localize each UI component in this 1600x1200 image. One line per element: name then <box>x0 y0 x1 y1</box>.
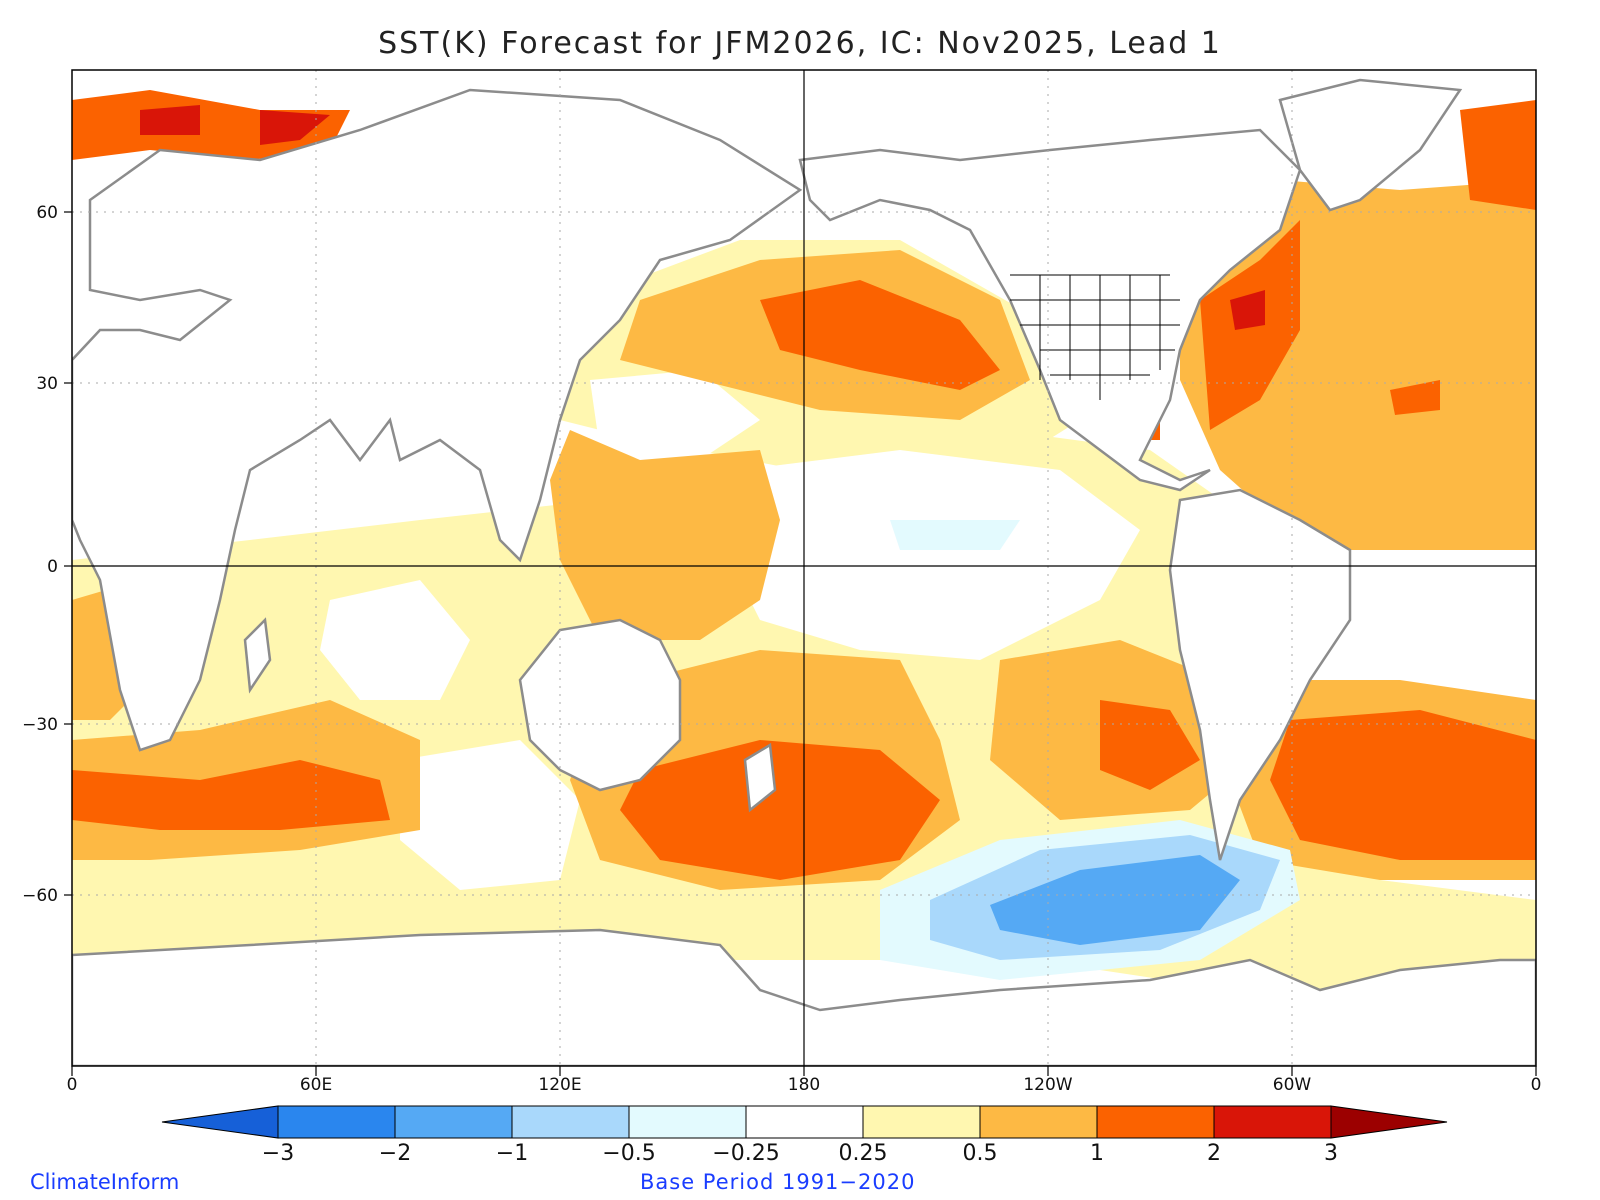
lat-tick-label: −60 <box>22 886 58 906</box>
land-masses <box>72 78 1536 1066</box>
colorbar: −3 −2 −1 −0.5 −0.25 0.25 0.5 1 2 3 <box>161 1105 1448 1166</box>
lon-tick-label: 180 <box>788 1075 820 1095</box>
anomaly-region-neutral <box>720 450 1140 660</box>
anomaly-region-orange <box>550 430 780 640</box>
anomaly-region-light-cyan <box>890 520 1020 550</box>
colorbar-label: −0.5 <box>602 1141 655 1166</box>
lat-tick-label: 60 <box>36 203 58 223</box>
anomaly-region-blue <box>990 855 1240 945</box>
landmass-north-america <box>798 128 1302 492</box>
anomaly-region-dark-orange <box>1460 100 1536 210</box>
anomaly-region-neutral <box>320 580 470 700</box>
anomaly-region-neutral <box>400 740 580 890</box>
colorbar-label: 2 <box>1207 1141 1221 1166</box>
lat-tick-label: 30 <box>36 374 58 394</box>
source-credit: ClimateInform <box>30 1170 180 1194</box>
anomaly-region-neutral <box>1370 560 1500 690</box>
colorbar-swatch <box>1096 1105 1215 1139</box>
colorbar-swatch <box>745 1105 864 1139</box>
lon-tick-label: 0 <box>67 1075 78 1095</box>
colorbar-label: 0.25 <box>839 1141 888 1166</box>
colorbar-label: −3 <box>262 1141 294 1166</box>
colorbar-swatch <box>1330 1105 1448 1139</box>
colorbar-swatch <box>394 1105 513 1139</box>
landmass-south-america <box>1168 488 1352 861</box>
colorbar-swatch <box>1213 1105 1332 1139</box>
anomaly-region-dark-orange <box>1390 380 1440 415</box>
gridlines <box>72 70 1536 1066</box>
colorbar-swatch <box>979 1105 1098 1139</box>
anomaly-region-red <box>260 110 330 145</box>
colorbar-label: −2 <box>379 1141 411 1166</box>
colorbar-swatch <box>511 1105 630 1139</box>
anomaly-region-dark-orange <box>1270 710 1536 860</box>
lat-tick-label: −30 <box>22 715 58 735</box>
colorbar-swatch <box>277 1105 396 1139</box>
colorbar-swatch <box>161 1105 279 1139</box>
lon-tick-label: 120E <box>538 1075 581 1095</box>
colorbar-swatch <box>862 1105 981 1139</box>
chart-title: SST(K) Forecast for JFM2026, IC: Nov2025… <box>378 26 1222 61</box>
anomaly-region-dark-orange <box>1100 700 1200 790</box>
colorbar-label: −1 <box>496 1141 528 1166</box>
anomaly-region-dark-orange <box>72 760 390 830</box>
anomaly-region-dark-orange <box>760 280 1000 390</box>
lon-tick-label: 60W <box>1273 1075 1312 1095</box>
anomaly-region-neutral <box>590 370 760 460</box>
anomaly-region-red <box>1230 290 1265 330</box>
us-state-borders <box>1010 274 1180 400</box>
landmass-antarctica <box>72 928 1536 1066</box>
landmass-africa-europe-asia <box>72 88 803 752</box>
lat-tick-label: 0 <box>47 557 58 577</box>
base-period-note: Base Period 1991−2020 <box>640 1170 916 1194</box>
anomaly-region-red <box>140 105 200 135</box>
lon-axis <box>71 1066 1537 1076</box>
anomaly-region-dark-orange <box>72 90 350 160</box>
lat-axis <box>64 211 72 896</box>
colorbar-swatch <box>628 1105 747 1139</box>
anomaly-region-dark-orange <box>620 740 940 880</box>
colorbar-label: −0.25 <box>712 1141 779 1166</box>
lon-tick-label: 120W <box>1023 1075 1072 1095</box>
lon-tick-label: 0 <box>1531 1075 1542 1095</box>
colorbar-label: 3 <box>1324 1141 1338 1166</box>
colorbar-label: 0.5 <box>963 1141 998 1166</box>
landmass-new-zealand <box>743 742 777 813</box>
landmass-madagascar <box>243 617 272 694</box>
colorbar-label: 1 <box>1090 1141 1104 1166</box>
lon-tick-label: 60E <box>300 1075 332 1095</box>
landmass-greenland <box>1278 78 1463 212</box>
